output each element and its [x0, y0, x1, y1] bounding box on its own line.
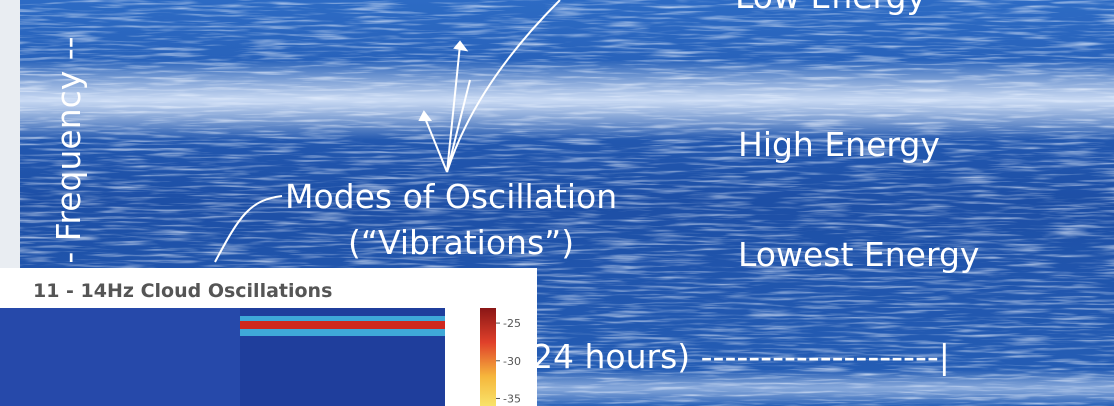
heatmap-band — [240, 321, 445, 329]
arrows — [214, 0, 561, 263]
bright-band — [20, 60, 1114, 140]
colorbar-label: -35 — [503, 392, 521, 405]
label: 24 hours) --------------------| — [532, 337, 950, 376]
label: Lowest Energy — [738, 235, 979, 274]
colorbar-label: -30 — [503, 355, 521, 368]
label: High Energy — [738, 125, 940, 164]
label: (“Vibrations”) — [348, 223, 574, 262]
colorbar-label: -25 — [503, 317, 521, 330]
axis-label: - Frequency -- — [49, 36, 88, 263]
inset-title: 11 - 14Hz Cloud Oscillations — [33, 280, 332, 302]
label: Modes of Oscillation — [285, 177, 617, 216]
heatmap-region — [0, 308, 240, 406]
colorbar — [480, 308, 496, 406]
label: Low Energy — [735, 0, 926, 16]
